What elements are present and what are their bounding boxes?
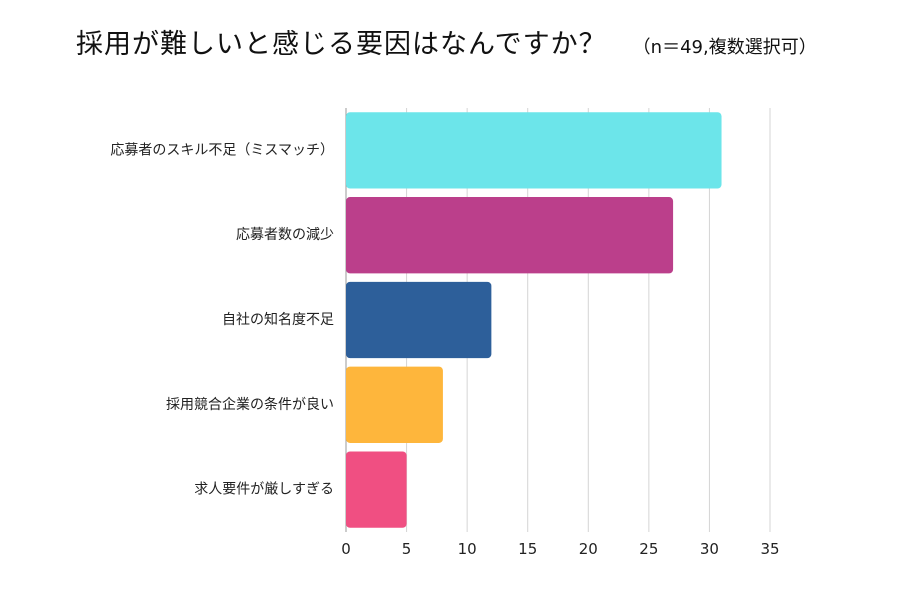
- category-label: 応募者のスキル不足（ミスマッチ）: [110, 142, 334, 158]
- category-labels: 応募者のスキル不足（ミスマッチ） 応募者数の減少自社の知名度不足採用競合企業の条件…: [110, 142, 334, 497]
- category-label: 自社の知名度不足: [222, 311, 334, 328]
- x-tick-label: 10: [458, 540, 477, 558]
- chart-subtitle: （n＝49,複数選択可）: [632, 37, 817, 58]
- x-tick-label: 25: [639, 540, 658, 558]
- category-label: 採用競合企業の条件が良い: [166, 396, 334, 413]
- x-tick-label: 35: [760, 540, 779, 558]
- bar: [346, 197, 674, 274]
- title-row: 採用が難しいと感じる要因はなんですか？ （n＝49,複数選択可）: [76, 22, 876, 66]
- x-tick-label: 15: [518, 540, 537, 558]
- bar: [346, 451, 407, 528]
- x-tick-label: 0: [341, 540, 351, 558]
- category-label: 応募者数の減少: [236, 226, 334, 243]
- bar: [346, 281, 492, 359]
- bar: [346, 366, 443, 443]
- x-tick-label: 30: [700, 540, 719, 558]
- category-label: 求人要件が厳しすぎる: [194, 482, 334, 498]
- bars: [346, 112, 722, 528]
- x-tick-label: 5: [402, 540, 412, 558]
- x-axis-ticks: 0 5 10 15 20 25 30 35: [341, 540, 779, 558]
- bar: [346, 112, 722, 189]
- chart-title: 採用が難しいと感じる要因はなんですか？: [76, 29, 607, 60]
- x-tick-label: 20: [579, 540, 598, 558]
